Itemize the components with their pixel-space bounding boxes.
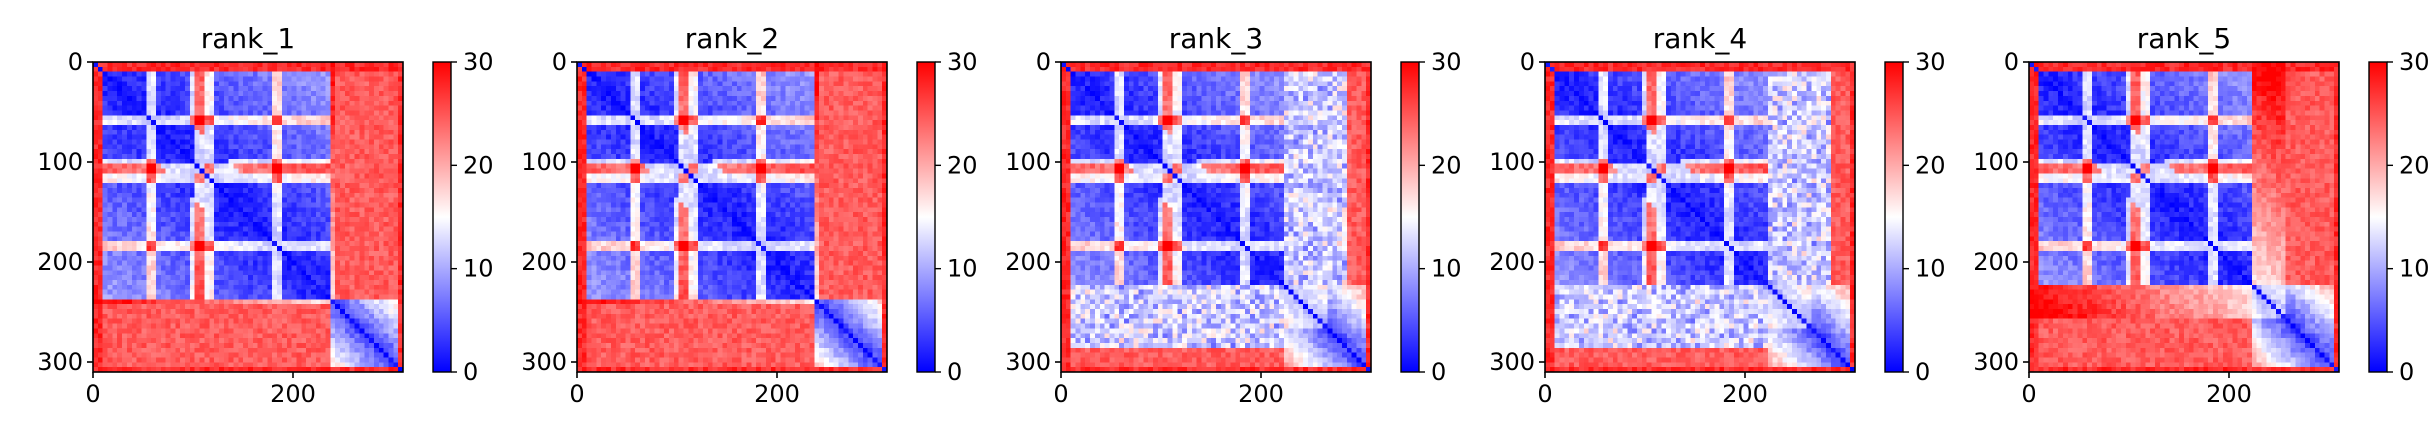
y-tick-label: 0: [552, 48, 567, 76]
y-tick-label: 300: [1005, 348, 1051, 376]
colorbar-tick-label: 0: [1431, 358, 1446, 386]
colorbar-tick-label: 20: [947, 151, 978, 179]
x-tick-label: 0: [569, 380, 584, 408]
colorbar-tick-label: 10: [1431, 255, 1462, 283]
y-tick-label: 200: [521, 248, 567, 276]
x-tick-label: 200: [270, 380, 316, 408]
chart-title: rank_4: [1653, 22, 1747, 55]
y-tick-label: 0: [1520, 48, 1535, 76]
colorbar-tick-label: 0: [463, 358, 478, 386]
colorbar-tick-label: 30: [1431, 48, 1462, 76]
y-tick-label: 100: [521, 148, 567, 176]
heatmap-image: [1061, 62, 1371, 372]
colorbar-tick-label: 20: [2399, 151, 2430, 179]
axes-frame: [1060, 61, 1372, 373]
chart-title: rank_1: [201, 22, 295, 55]
heatmap-image: [2029, 62, 2339, 372]
y-tick-label: 300: [1489, 348, 1535, 376]
y-tick-label: 100: [1005, 148, 1051, 176]
y-tick-label: 200: [1489, 248, 1535, 276]
colorbar-tick-label: 30: [1915, 48, 1946, 76]
y-tick-label: 300: [37, 348, 83, 376]
x-tick-label: 0: [2021, 380, 2036, 408]
colorbar-tick-label: 10: [1915, 255, 1946, 283]
y-tick-label: 200: [1005, 248, 1051, 276]
y-tick-label: 300: [521, 348, 567, 376]
colorbar: [432, 61, 452, 373]
axes-frame: [2028, 61, 2340, 373]
colorbar-tick-label: 20: [1915, 151, 1946, 179]
y-tick-label: 0: [68, 48, 83, 76]
colorbar-tick-label: 30: [2399, 48, 2430, 76]
colorbar-tick-label: 10: [947, 255, 978, 283]
x-tick-label: 200: [2206, 380, 2252, 408]
colorbar-tick-label: 0: [2399, 358, 2414, 386]
heatmap-image: [577, 62, 887, 372]
colorbar-tick-label: 10: [2399, 255, 2430, 283]
colorbar-tick-label: 30: [947, 48, 978, 76]
colorbar: [2368, 61, 2388, 373]
x-tick-label: 200: [1722, 380, 1768, 408]
x-tick-label: 200: [1238, 380, 1284, 408]
y-tick-label: 100: [1489, 148, 1535, 176]
colorbar: [916, 61, 936, 373]
colorbar: [1400, 61, 1420, 373]
x-tick-label: 0: [1053, 380, 1068, 408]
colorbar-tick-label: 20: [463, 151, 494, 179]
y-tick-label: 200: [37, 248, 83, 276]
heatmap-image: [93, 62, 403, 372]
y-tick-label: 300: [1973, 348, 2019, 376]
colorbar: [1884, 61, 1904, 373]
chart-title: rank_2: [685, 22, 779, 55]
colorbar-tick-label: 0: [947, 358, 962, 386]
colorbar-tick-label: 0: [1915, 358, 1930, 386]
x-tick-label: 200: [754, 380, 800, 408]
y-tick-label: 100: [1973, 148, 2019, 176]
axes-frame: [92, 61, 404, 373]
chart-title: rank_5: [2137, 22, 2231, 55]
y-tick-label: 0: [1036, 48, 1051, 76]
axes-frame: [1544, 61, 1856, 373]
colorbar-tick-label: 30: [463, 48, 494, 76]
y-tick-label: 200: [1973, 248, 2019, 276]
colorbar-tick-label: 10: [463, 255, 494, 283]
y-tick-label: 0: [2004, 48, 2019, 76]
x-tick-label: 0: [1537, 380, 1552, 408]
heatmap-image: [1545, 62, 1855, 372]
axes-frame: [576, 61, 888, 373]
x-tick-label: 0: [85, 380, 100, 408]
colorbar-tick-label: 20: [1431, 151, 1462, 179]
chart-title: rank_3: [1169, 22, 1263, 55]
y-tick-label: 100: [37, 148, 83, 176]
